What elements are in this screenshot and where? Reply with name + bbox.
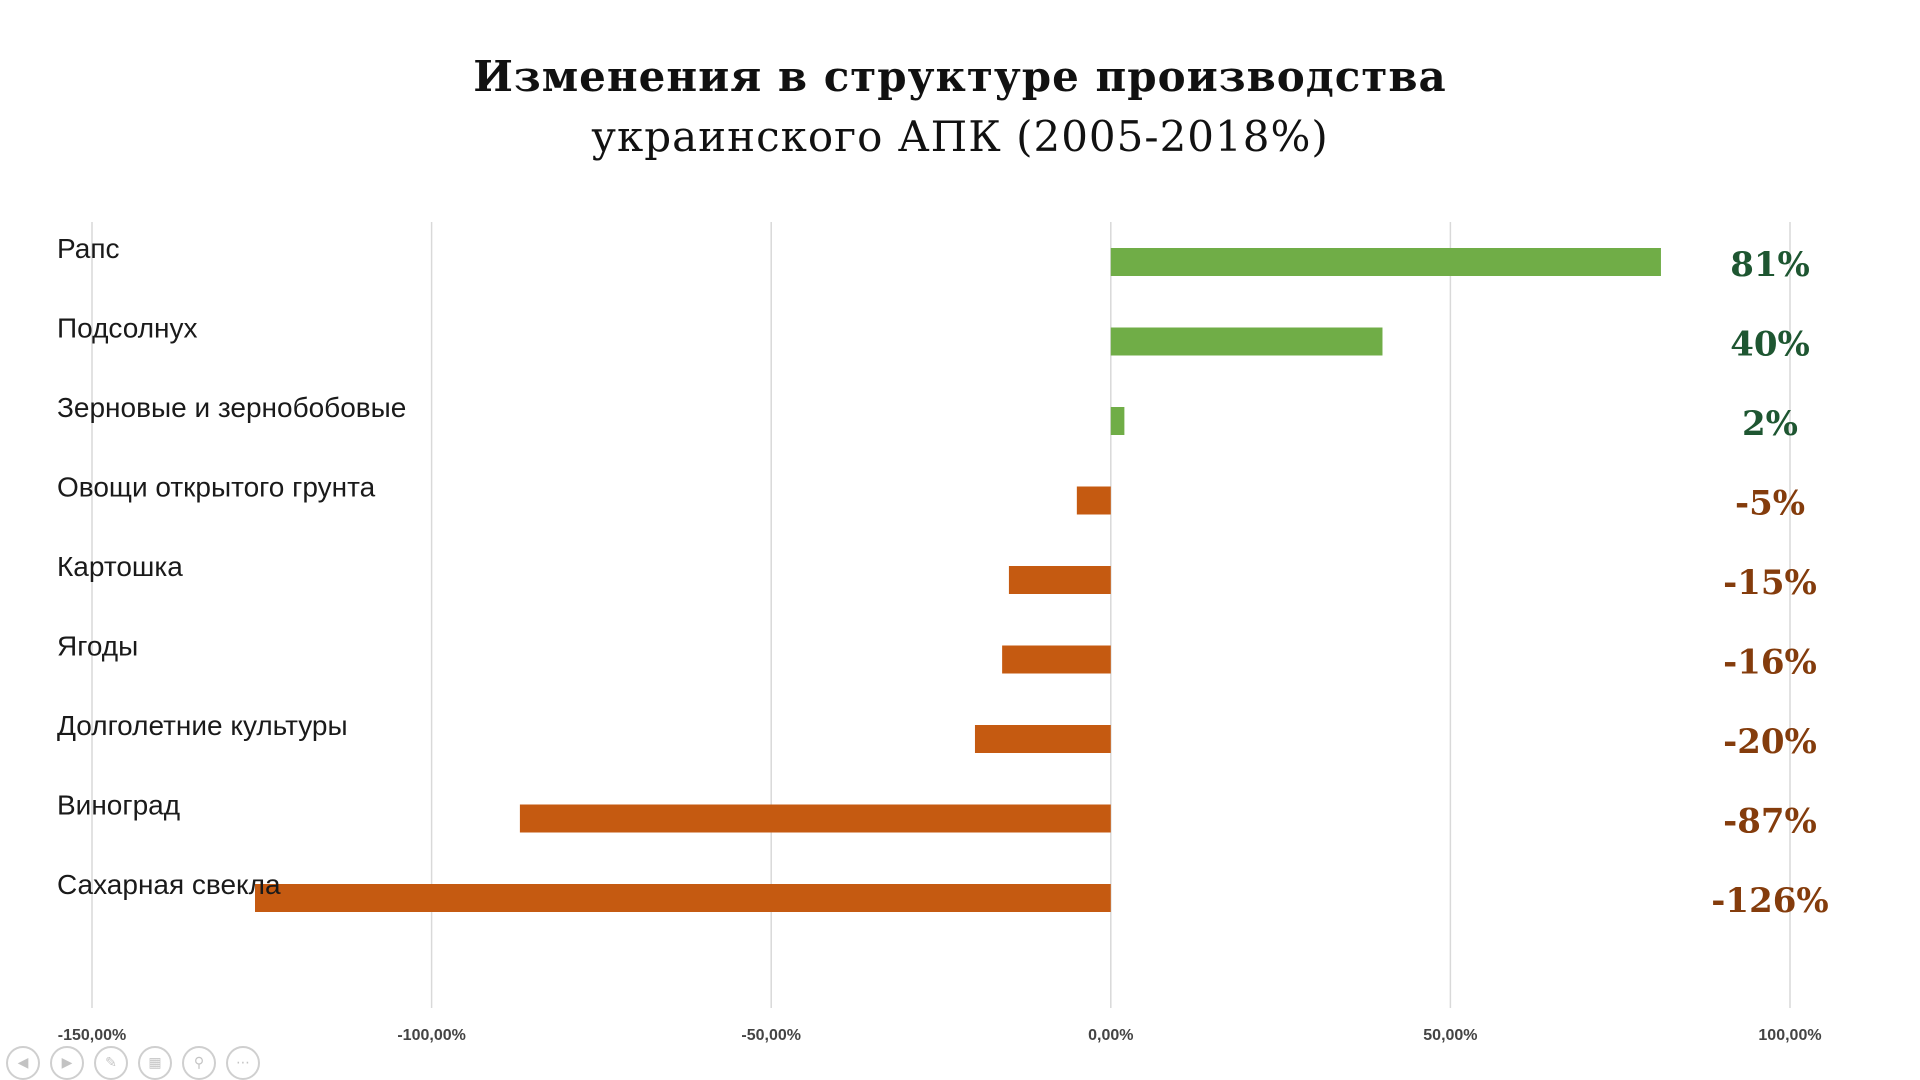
x-tick-label: -100,00% xyxy=(397,1027,466,1044)
category-label: Ягоды xyxy=(57,631,138,662)
next-icon[interactable]: ▶ xyxy=(50,1046,84,1080)
bar xyxy=(1110,407,1125,435)
slideshow-nav: ◀ ▶ ✎ ▦ ⚲ ⋯ xyxy=(6,1046,260,1080)
category-label: Виноград xyxy=(57,790,180,821)
chart-title-line-2: украинского АПК (2005-2018%) xyxy=(591,112,1329,161)
bar xyxy=(255,884,1111,912)
chart-title-line-1: Изменения в структуре производства xyxy=(473,52,1447,101)
x-tick-label: -50,00% xyxy=(741,1027,801,1044)
bar xyxy=(1110,248,1661,276)
bar xyxy=(1076,486,1111,515)
bar xyxy=(519,804,1111,833)
data-label: -126% xyxy=(1711,881,1828,921)
more-icon[interactable]: ⋯ xyxy=(226,1046,260,1080)
slides-icon[interactable]: ▦ xyxy=(138,1046,172,1080)
category-label: Сахарная свекла xyxy=(57,869,281,900)
bar xyxy=(1002,645,1111,674)
data-label: -5% xyxy=(1735,484,1805,524)
category-label: Картошка xyxy=(57,551,183,582)
data-label: -87% xyxy=(1723,802,1817,842)
x-tick-label: 50,00% xyxy=(1423,1027,1477,1044)
x-tick-label: 100,00% xyxy=(1758,1027,1821,1044)
category-label: Долголетние культуры xyxy=(57,710,348,741)
zoom-icon[interactable]: ⚲ xyxy=(182,1046,216,1080)
data-label: -20% xyxy=(1723,722,1817,762)
data-label: -15% xyxy=(1723,563,1817,603)
x-tick-label: 0,00% xyxy=(1088,1027,1133,1044)
prev-icon[interactable]: ◀ xyxy=(6,1046,40,1080)
pen-icon[interactable]: ✎ xyxy=(94,1046,128,1080)
category-label: Рапс xyxy=(57,233,119,264)
bar xyxy=(1008,566,1111,594)
data-label: 2% xyxy=(1742,404,1798,444)
data-label: 40% xyxy=(1730,325,1810,365)
data-label: 81% xyxy=(1730,245,1810,285)
data-label: -16% xyxy=(1723,643,1817,683)
bar xyxy=(1110,327,1383,356)
x-tick-label: -150,00% xyxy=(58,1027,127,1044)
category-label: Овощи открытого грунта xyxy=(57,472,376,503)
bar xyxy=(974,725,1111,753)
category-label: Зерновые и зернобобовые xyxy=(57,392,406,423)
category-label: Подсолнух xyxy=(57,313,198,344)
